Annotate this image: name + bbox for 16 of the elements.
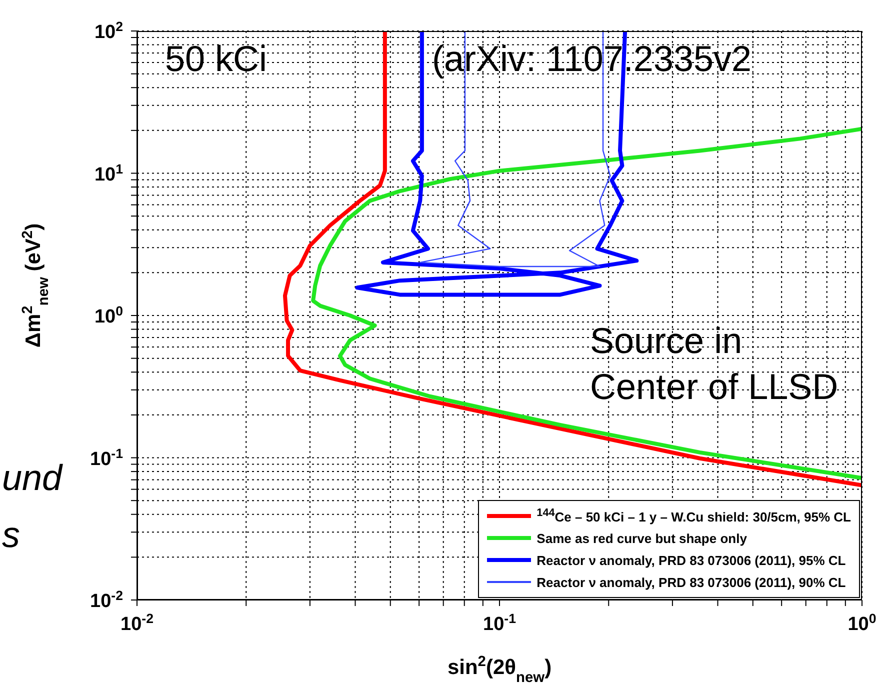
x-tick-label: 10$^{-1}$ [483, 610, 517, 635]
x-axis-title: sin$^{2}$(2θ$_{new}$) [447, 654, 552, 686]
y-tick-label: 10$^{2}$ [94, 18, 123, 43]
y-tick-label: 10$^{-2}$ [90, 588, 123, 612]
legend-label: Reactor ν anomaly, PRD 83 073006 (2011), 95% CL [536, 552, 846, 568]
y-tick-label: 10$^{0}$ [94, 303, 123, 328]
annotation: 50 kCi [165, 37, 268, 81]
text: und [2, 456, 62, 500]
x-tick-label: 10$^{0}$ [848, 610, 876, 635]
legend-label: Same as red curve but shape only [536, 530, 747, 546]
legend-label: $^{144}$Ce – 50 kCi – 1 y – W.Cu shield: 30/5cm, 95% CL [536, 507, 851, 525]
legend-label: Reactor ν anomaly, PRD 83 073006 (2011), 90% CL [536, 574, 846, 590]
text: s [2, 513, 20, 557]
x-tick-label: 10$^{-2}$ [120, 610, 154, 635]
y-tick-label: 10$^{1}$ [94, 160, 124, 186]
y-tick-label: 10$^{-1}$ [90, 445, 124, 470]
